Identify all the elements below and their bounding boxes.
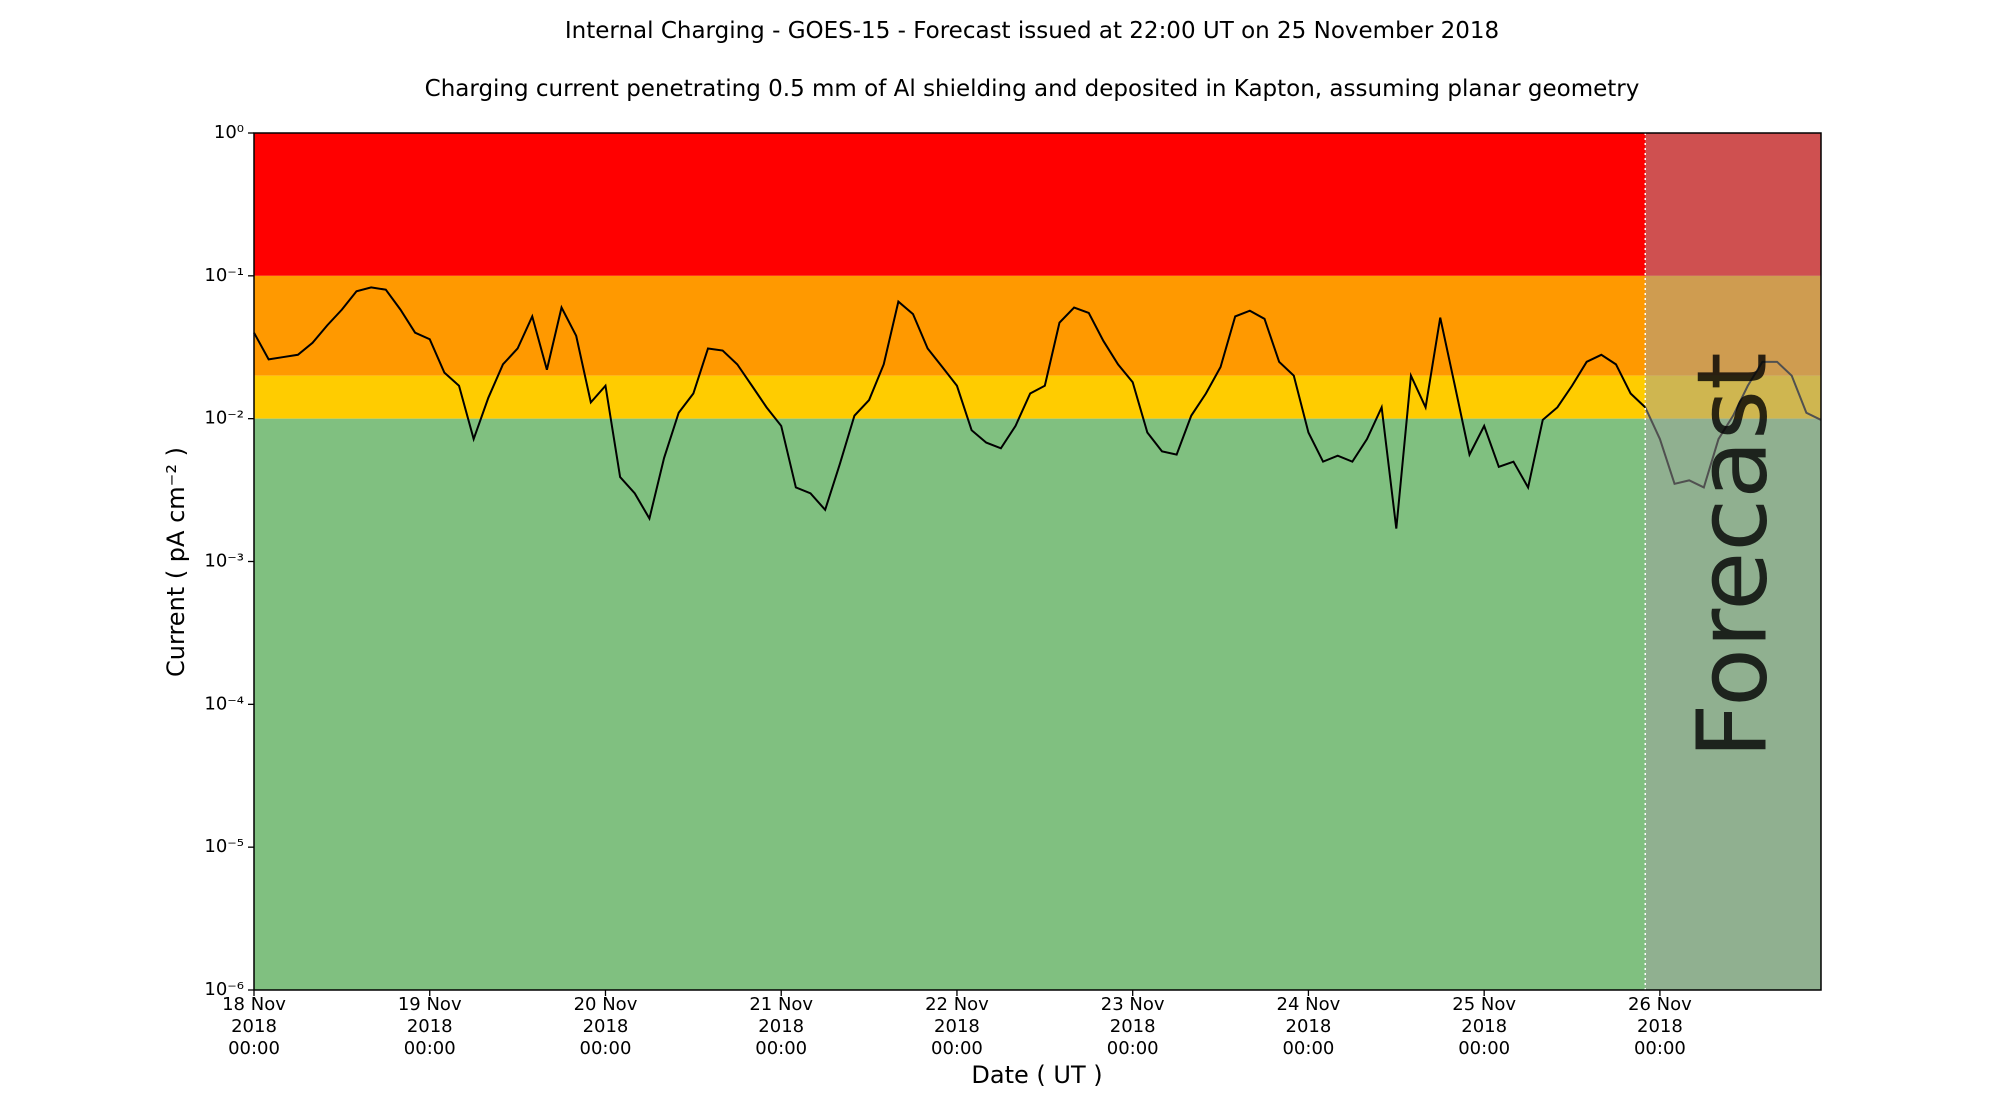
risk-band xyxy=(254,375,1821,419)
y-tick-label: 10⁻³ xyxy=(204,551,244,572)
chart-title: Internal Charging - GOES-15 - Forecast i… xyxy=(565,18,1499,44)
x-axis-label: Date ( UT ) xyxy=(971,1061,1102,1089)
x-tick-label: 20 Nov 2018 00:00 xyxy=(574,994,638,1059)
x-tick-label: 19 Nov 2018 00:00 xyxy=(398,994,462,1059)
risk-band xyxy=(254,418,1821,991)
y-tick-label: 10⁻⁴ xyxy=(204,693,244,714)
data-line xyxy=(253,286,1822,529)
x-tick-label: 22 Nov 2018 00:00 xyxy=(925,994,989,1059)
y-tick-label: 10⁻² xyxy=(204,408,244,429)
x-tick-label: 25 Nov 2018 00:00 xyxy=(1452,994,1516,1059)
chart-subtitle: Charging current penetrating 0.5 mm of A… xyxy=(425,76,1640,102)
y-tick-label: 10⁻⁵ xyxy=(204,836,244,857)
forecast-label: Forecast xyxy=(1676,352,1788,758)
x-tick-label: 18 Nov 2018 00:00 xyxy=(222,994,286,1059)
risk-band xyxy=(254,133,1821,276)
y-tick-label: 10⁻⁶ xyxy=(204,979,244,1000)
risk-band xyxy=(254,275,1821,376)
y-tick-label: 10⁻¹ xyxy=(204,265,244,286)
forecast-region xyxy=(1645,133,1821,990)
y-axis-label: Current ( pA cm⁻² ) xyxy=(162,447,190,677)
x-tick-label: 21 Nov 2018 00:00 xyxy=(749,994,813,1059)
x-tick-label: 26 Nov 2018 00:00 xyxy=(1628,994,1692,1059)
x-tick-label: 24 Nov 2018 00:00 xyxy=(1277,994,1341,1059)
x-tick-label: 23 Nov 2018 00:00 xyxy=(1101,994,1165,1059)
y-tick-label: 10⁰ xyxy=(214,122,244,143)
